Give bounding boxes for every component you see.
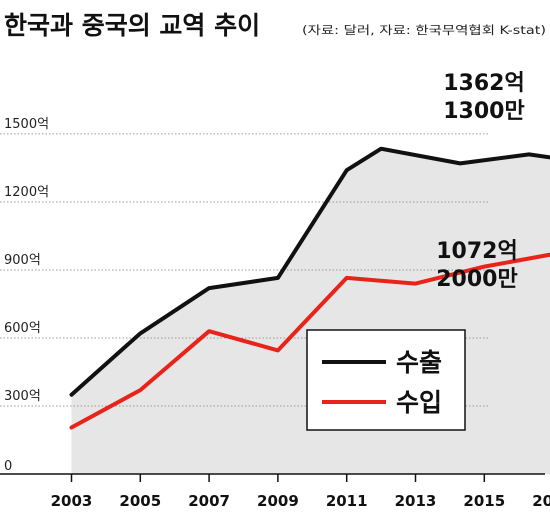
import-line	[69, 252, 550, 430]
x-tick-label: 2007	[188, 492, 230, 510]
export-end-label: 1362억	[443, 71, 524, 96]
x-tick-label: 2013	[395, 492, 437, 510]
legend-box	[306, 329, 466, 431]
chart-subtitle: (자료: 달러, 자료: 한국무역협회 K-stat)	[302, 23, 546, 37]
legend-label: 수입	[396, 388, 442, 417]
y-tick-label: 0	[4, 459, 12, 474]
import-end-label: 1072억	[436, 239, 517, 264]
plot-area: 0 300억 600억 900억 1200억 1500억 2003 2005 2007 2009 2…	[0, 71, 550, 510]
export-line	[69, 146, 550, 397]
import-end-label: 2000만	[436, 267, 517, 292]
x-tick-label: 2003	[51, 492, 93, 510]
y-tick-label: 1200억	[4, 185, 49, 200]
legend-label: 수출	[396, 348, 442, 377]
y-tick-label: 900억	[4, 253, 41, 268]
x-tick-label: 2011	[326, 492, 368, 510]
x-tick-label: 2005	[119, 492, 161, 510]
chart-title: 한국과 중국의 교역 추이	[4, 11, 260, 40]
y-tick-label: 1500억	[4, 117, 49, 132]
y-tick-label: 300억	[4, 389, 41, 404]
x-tick-label: 2015	[463, 492, 505, 510]
x-tick-label: 2017	[532, 492, 550, 510]
x-tick-label: 2009	[257, 492, 299, 510]
y-tick-label: 600억	[4, 321, 41, 336]
export-end-label: 1300만	[443, 99, 524, 124]
